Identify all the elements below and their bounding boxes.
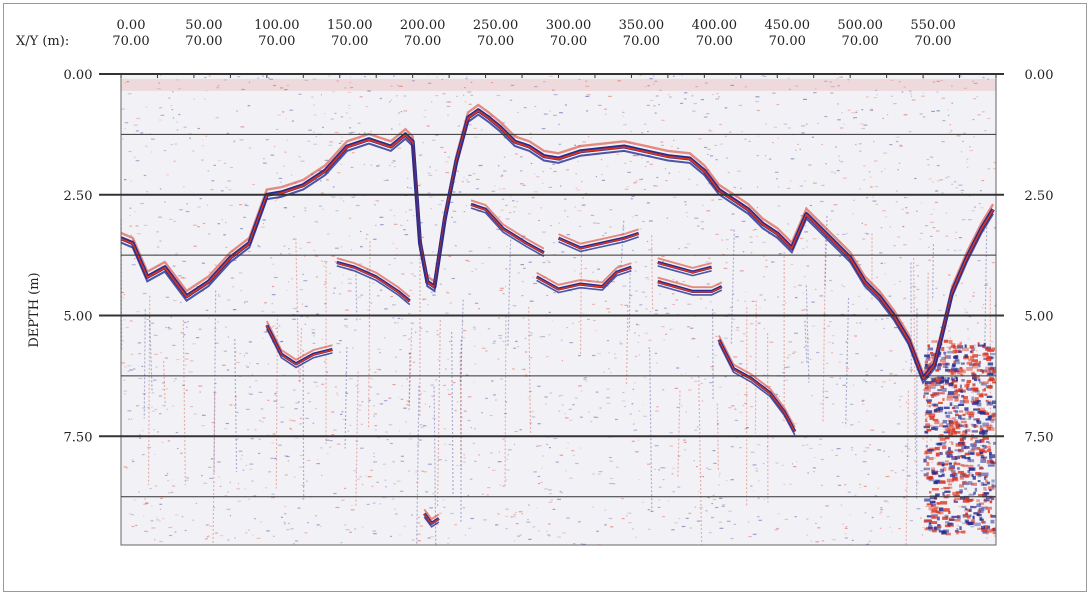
x-tick-label: 150.00 xyxy=(327,18,373,33)
y-coordinate-label: 70.00 xyxy=(185,34,222,49)
secondary-reflector xyxy=(657,276,723,296)
secondary-reflector xyxy=(470,199,545,257)
x-tick-label: 50.00 xyxy=(185,18,222,33)
x-tick-label: 350.00 xyxy=(619,18,665,33)
noisy-zone xyxy=(923,339,996,536)
chart-frame: 0.00 0.00 2.50 2.50 5.00 5.00 7.50 7.50 0.00 70.0… xyxy=(3,3,1087,592)
background-noise xyxy=(121,74,996,545)
seismic-section-chart: 0.00 0.002.50 2.505.00 5.007.50 7.500.0070.0… xyxy=(16,18,1054,546)
x-axis-label: X/Y (m): xyxy=(16,34,69,49)
x-tick-label: 250.00 xyxy=(473,18,519,33)
y-tick-label-left: 7.50 xyxy=(64,430,93,445)
y-coordinate-label: 70.00 xyxy=(258,34,295,49)
secondary-reflector xyxy=(265,320,333,369)
main-reflector xyxy=(121,103,995,385)
y-tick-label-left: 0.00 xyxy=(64,68,93,83)
y-coordinate-label: 70.00 xyxy=(404,34,441,49)
y-coordinate-label: 70.00 xyxy=(331,34,368,49)
y-coordinate-label: 70.00 xyxy=(550,34,587,49)
secondary-reflector xyxy=(557,228,640,253)
secondary-reflector xyxy=(423,508,440,528)
y-coordinate-label: 70.00 xyxy=(842,34,879,49)
y-coordinate-label: 70.00 xyxy=(623,34,660,49)
x-tick-label: 100.00 xyxy=(254,18,300,33)
secondary-reflector xyxy=(535,262,632,294)
x-tick-label: 500.00 xyxy=(837,18,883,33)
y-coordinate-label: 70.00 xyxy=(477,34,514,49)
y-tick-label-right: 7.50 xyxy=(1025,430,1054,445)
y-coordinate-label: 70.00 xyxy=(914,34,951,49)
vertical-streaks xyxy=(121,215,992,545)
y-coordinate-label: 70.00 xyxy=(769,34,806,49)
x-tick-label: 450.00 xyxy=(765,18,811,33)
x-tick-label: 0.00 xyxy=(117,18,146,33)
y-coordinate-label: 70.00 xyxy=(112,34,149,49)
y-axis-label: DEPTH (m) xyxy=(27,272,42,347)
y-tick-label-right: 0.00 xyxy=(1025,68,1054,83)
x-tick-label: 550.00 xyxy=(910,18,956,33)
plot-area xyxy=(120,73,997,546)
y-tick-label-right: 5.00 xyxy=(1025,310,1054,325)
y-tick-label-left: 2.50 xyxy=(64,189,93,204)
y-tick-label-right: 2.50 xyxy=(1025,189,1054,204)
x-tick-label: 200.00 xyxy=(400,18,446,33)
x-tick-label: 400.00 xyxy=(692,18,738,33)
secondary-reflector xyxy=(717,335,797,436)
x-tick-label: 300.00 xyxy=(546,18,592,33)
secondary-reflector xyxy=(336,257,411,306)
secondary-reflector xyxy=(657,257,713,277)
y-tick-label-left: 5.00 xyxy=(64,310,93,325)
y-coordinate-label: 70.00 xyxy=(696,34,733,49)
